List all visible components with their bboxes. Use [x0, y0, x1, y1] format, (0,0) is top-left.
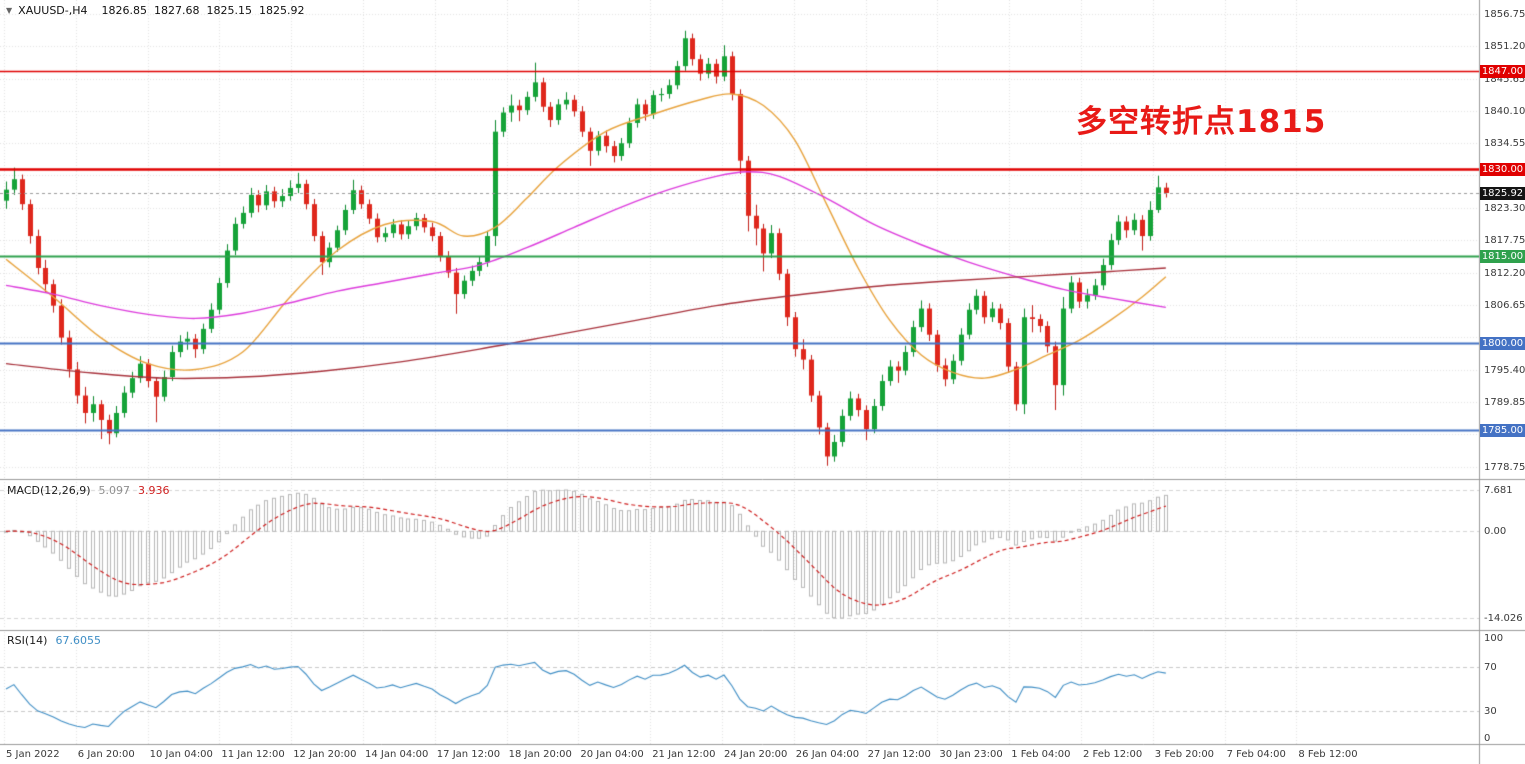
time-axis-label: 27 Jan 12:00 [867, 749, 931, 760]
price-tick-label: 1851.20 [1484, 41, 1525, 53]
annotation-text: 多空转折点1815 [1076, 104, 1327, 140]
time-axis-label: 2 Feb 12:00 [1083, 749, 1143, 760]
price-tick-label: 1812.20 [1484, 267, 1525, 279]
macd-tick-label: -14.026 [1484, 613, 1523, 624]
rsi-tick-label: 0 [1484, 733, 1491, 744]
time-axis-label: 12 Jan 20:00 [293, 749, 357, 760]
quote-open: 1826.85 [101, 4, 148, 17]
current-price-box: 1825.92 [1480, 187, 1525, 201]
time-axis-label: 5 Jan 2022 [6, 749, 60, 760]
macd-indicator-label: MACD(12,26,9) 5.097 3.936 [7, 484, 178, 497]
time-axis-label: 1 Feb 04:00 [1011, 749, 1071, 760]
quote-high: 1827.68 [154, 4, 200, 17]
rsi-tick-label: 70 [1484, 662, 1497, 673]
price-tick-label: 1806.65 [1484, 299, 1525, 311]
time-axis-label: 11 Jan 12:00 [221, 749, 285, 760]
time-axis-label: 21 Jan 12:00 [652, 749, 716, 760]
level-price-box: 1785.00 [1480, 424, 1525, 438]
time-axis-label: 8 Feb 12:00 [1298, 749, 1358, 760]
price-tick-label: 1845.65 [1484, 73, 1525, 85]
price-tick-label: 1778.75 [1484, 461, 1525, 473]
time-axis-label: 14 Jan 04:00 [365, 749, 429, 760]
time-axis-label: 17 Jan 12:00 [436, 749, 501, 760]
quote-close: 1825.92 [259, 4, 305, 17]
time-axis-label: 10 Jan 04:00 [149, 749, 213, 760]
chart-dropdown-icon[interactable]: ▼ [6, 6, 13, 15]
level-price-box: 1800.00 [1480, 337, 1525, 351]
rsi-indicator-label: RSI(14) 67.6055 [7, 634, 109, 647]
price-tick-label: 1795.40 [1484, 365, 1525, 377]
rsi-tick-label: 100 [1484, 633, 1504, 644]
price-tick-label: 1856.75 [1484, 9, 1525, 21]
time-axis-label: 3 Feb 20:00 [1154, 749, 1215, 760]
macd-main-value: 5.097 [98, 484, 131, 497]
price-tick-label: 1789.85 [1484, 397, 1525, 409]
time-axis-label: 30 Jan 23:00 [939, 749, 1003, 760]
macd-name: MACD(12,26,9) [7, 484, 91, 497]
price-tick-label: 1840.10 [1484, 105, 1525, 117]
rsi-value: 67.6055 [55, 634, 101, 647]
level-price-box: 1815.00 [1480, 250, 1525, 264]
macd-tick-label: 7.681 [1484, 485, 1513, 496]
symbol-info-bar: ▼ XAUUSD-,H4 1826.85 1827.68 1825.15 1825.92 [6, 4, 312, 17]
macd-signal-value: 3.936 [138, 484, 170, 497]
time-axis-label: 24 Jan 20:00 [724, 749, 788, 760]
time-axis-label: 20 Jan 04:00 [580, 749, 644, 760]
time-axis-label: 18 Jan 20:00 [508, 749, 572, 760]
quote-low: 1825.15 [206, 4, 253, 17]
level-price-box: 1847.00 [1480, 64, 1525, 78]
time-axis-label: 7 Feb 04:00 [1226, 749, 1286, 760]
price-tick-label: 1817.75 [1484, 235, 1525, 247]
macd-tick-label: 0.00 [1484, 526, 1507, 538]
price-tick-label: 1834.55 [1484, 137, 1525, 149]
time-axis-label: 26 Jan 04:00 [795, 749, 860, 760]
price-tick-label: 1823.30 [1484, 203, 1525, 215]
rsi-tick-label: 30 [1484, 706, 1497, 717]
level-price-box: 1830.00 [1480, 163, 1525, 177]
symbol-period-label: XAUUSD-,H4 [18, 4, 88, 17]
time-axis-label: 6 Jan 20:00 [77, 749, 135, 760]
rsi-name: RSI(14) [7, 634, 48, 647]
